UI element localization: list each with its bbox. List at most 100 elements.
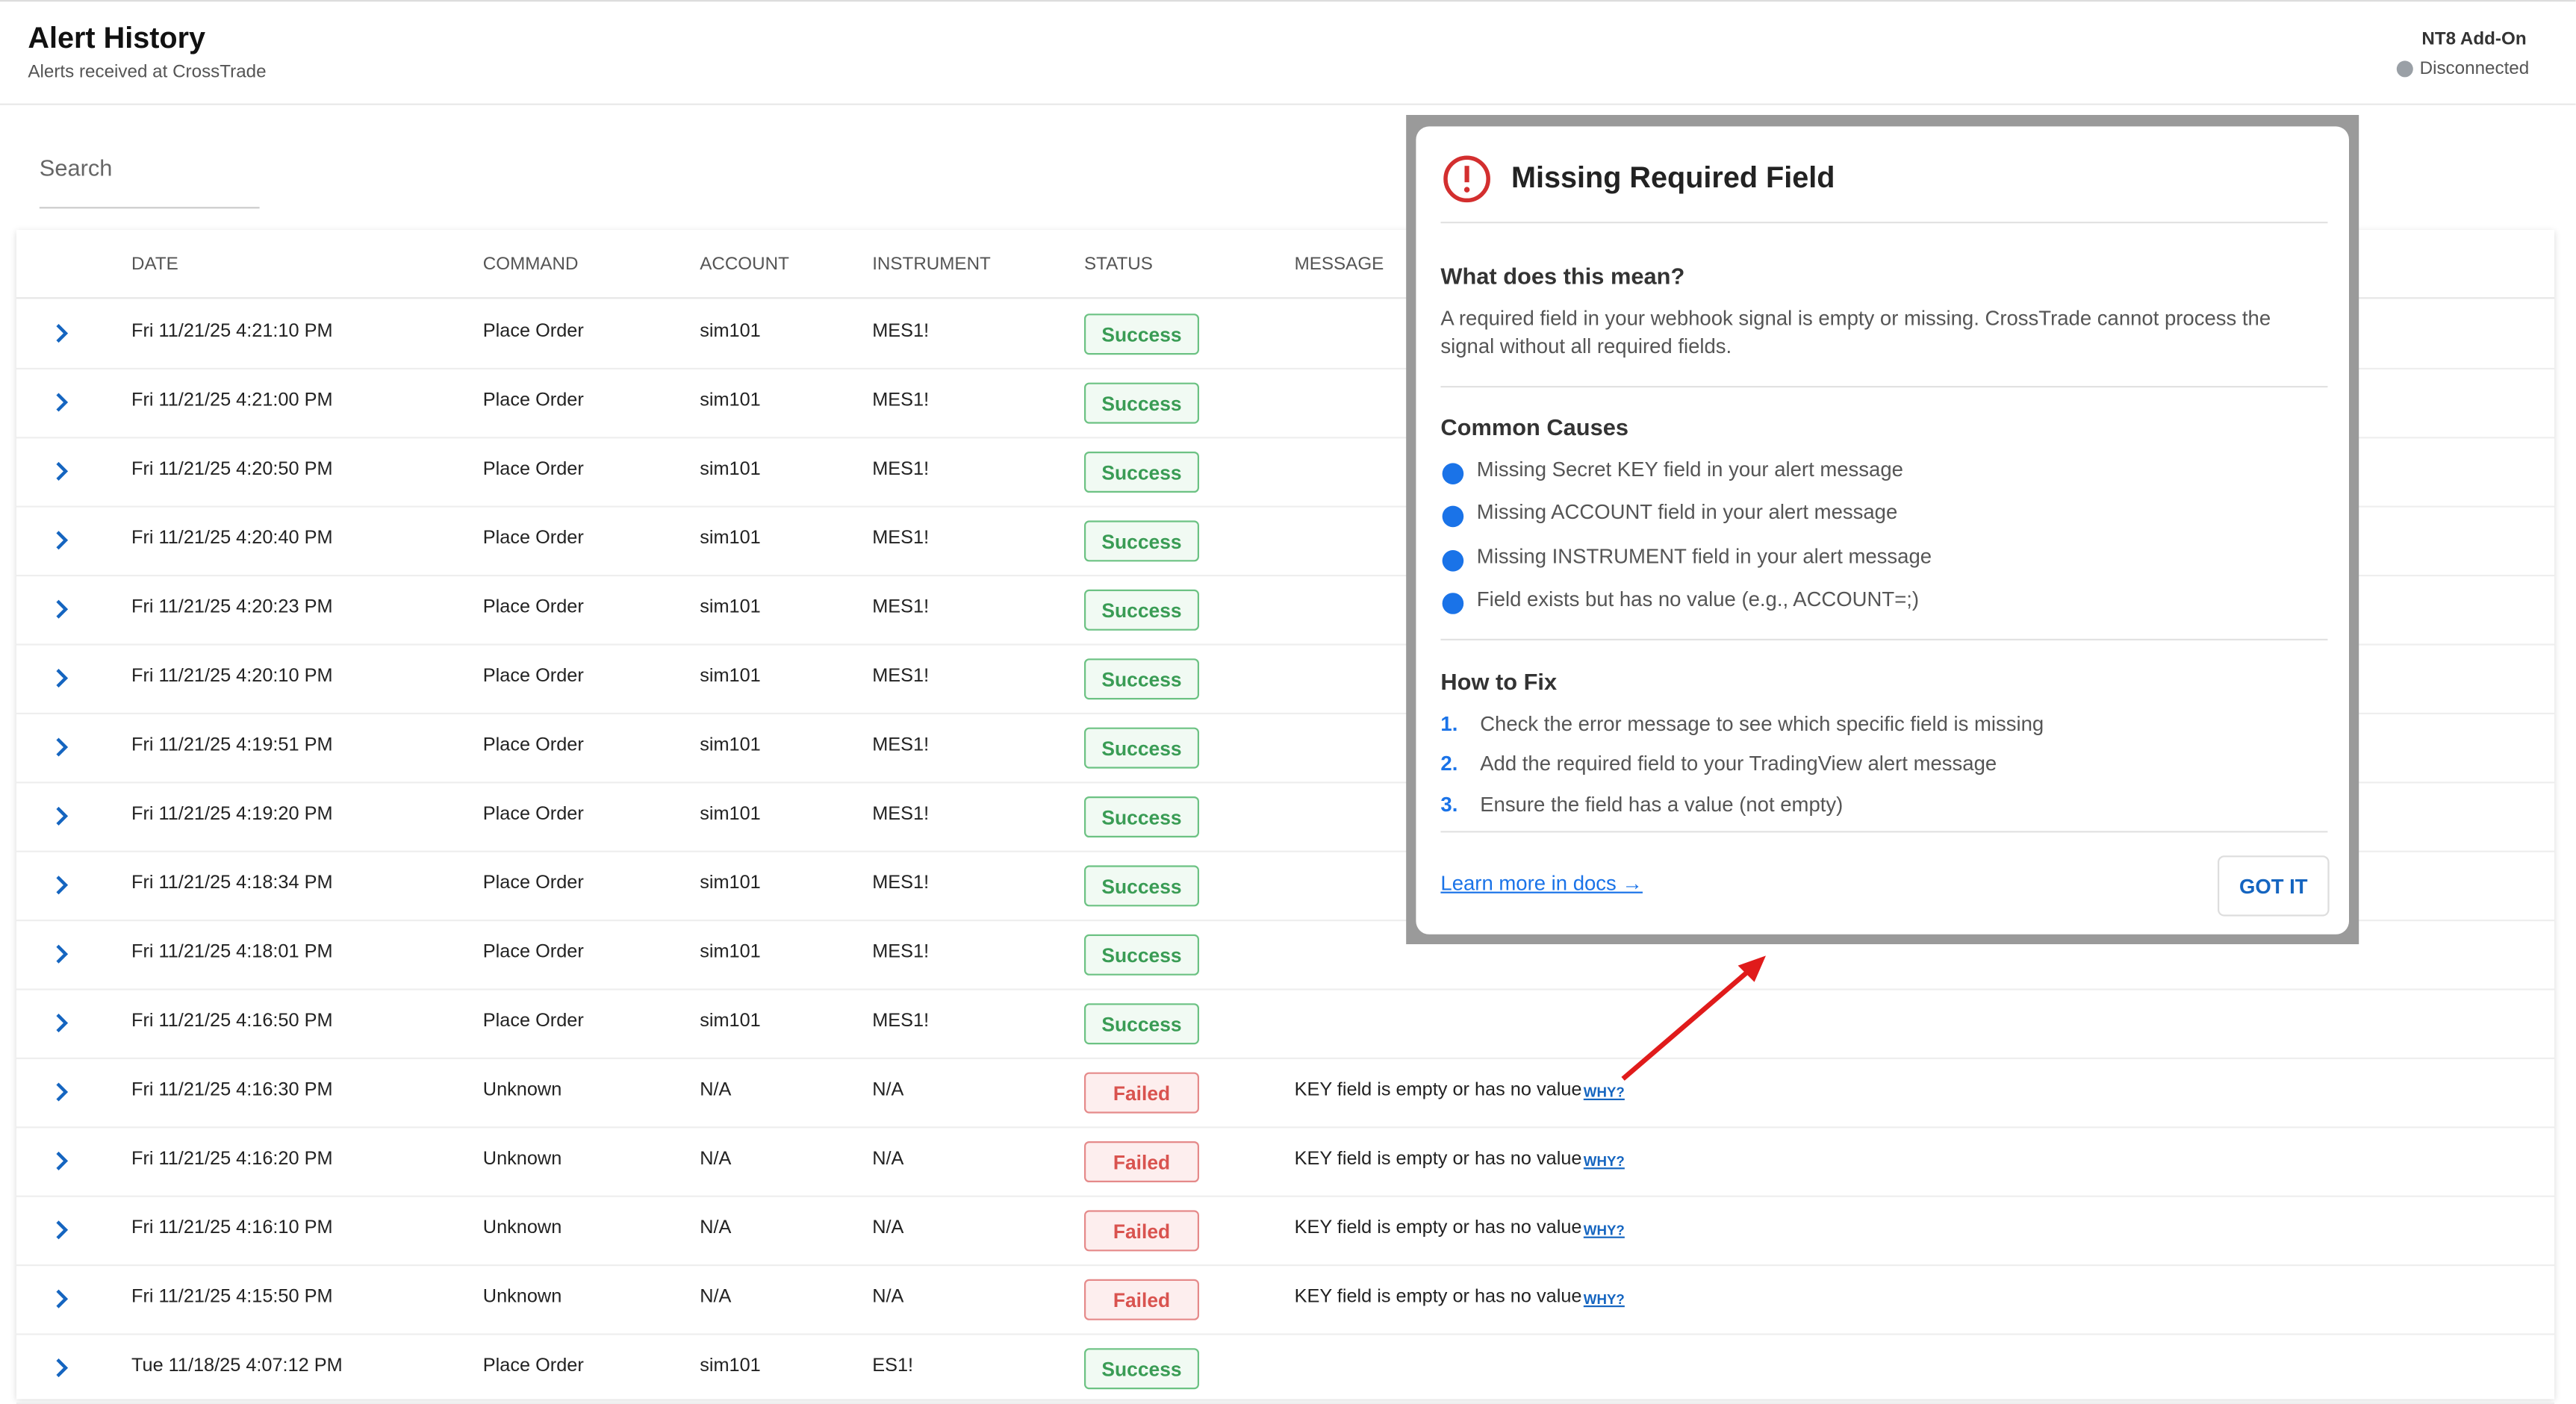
date-cell: Fri 11/21/25 4:20:10 PM — [131, 667, 333, 687]
step-text: Check the error message to see which spe… — [1480, 712, 2044, 736]
status-badge: Success — [1084, 382, 1199, 424]
cause-item: Missing INSTRUMENT field in your alert m… — [1476, 544, 1932, 568]
date-cell: Fri 11/21/25 4:19:51 PM — [131, 735, 333, 755]
expand-chevron[interactable] — [52, 531, 72, 550]
status-badge: Success — [1084, 313, 1199, 355]
account-cell: sim101 — [700, 460, 761, 480]
command-cell: Place Order — [482, 460, 584, 480]
expand-chevron[interactable] — [52, 1289, 72, 1308]
column-header: DATE — [131, 255, 178, 275]
command-cell: Place Order — [482, 322, 584, 342]
instrument-cell: N/A — [872, 1149, 904, 1170]
date-cell: Fri 11/21/25 4:20:23 PM — [131, 597, 333, 618]
message-cell: KEY field is empty or has no value — [1294, 1287, 1582, 1308]
account-cell: sim101 — [700, 667, 761, 687]
expand-chevron[interactable] — [52, 1013, 72, 1033]
cause-item: Field exists but has no value (e.g., ACC… — [1476, 587, 1920, 611]
table-row: Fri 11/21/25 4:20:50 PM Place Order sim101… — [16, 437, 2554, 508]
date-cell: Fri 11/21/25 4:18:34 PM — [131, 873, 333, 893]
table-row: Fri 11/21/25 4:21:00 PM Place Order sim101… — [16, 368, 2554, 439]
message-cell: KEY field is empty or has no value — [1294, 1149, 1582, 1170]
table-row: Fri 11/21/25 4:20:10 PM Place Order sim101… — [16, 643, 2554, 714]
instrument-cell: MES1! — [872, 597, 930, 618]
expand-chevron[interactable] — [52, 323, 72, 343]
docs-link[interactable]: Learn more in docs → — [1440, 872, 1643, 895]
command-cell: Place Order — [482, 805, 584, 825]
expand-chevron[interactable] — [52, 599, 72, 619]
expand-chevron[interactable] — [52, 876, 72, 895]
expand-chevron[interactable] — [52, 461, 72, 481]
section-heading: How to Fix — [1440, 668, 1558, 695]
column-header: MESSAGE — [1294, 255, 1384, 275]
expand-chevron[interactable] — [52, 1082, 72, 1102]
expand-chevron[interactable] — [52, 737, 72, 757]
command-cell: Place Order — [482, 1356, 584, 1376]
command-cell: Place Order — [482, 667, 584, 687]
status-badge: Success — [1084, 589, 1199, 631]
divider — [1440, 222, 2328, 224]
table-row: Fri 11/21/25 4:18:01 PM Place Order sim101… — [16, 920, 2554, 990]
expand-chevron[interactable] — [52, 393, 72, 412]
instrument-cell: N/A — [872, 1080, 904, 1100]
status-badge: Success — [1084, 1003, 1199, 1045]
account-cell: N/A — [700, 1149, 732, 1170]
instrument-cell: MES1! — [872, 460, 930, 480]
page-subtitle: Alerts received at CrossTrade — [28, 62, 267, 82]
header-divider — [16, 297, 2554, 299]
instrument-cell: MES1! — [872, 322, 930, 342]
account-cell: sim101 — [700, 528, 761, 549]
status-badge: Success — [1084, 796, 1199, 837]
status-badge: Success — [1084, 727, 1199, 769]
modal-title: Missing Required Field — [1511, 160, 1835, 194]
why-link[interactable]: WHY? — [1583, 1152, 1625, 1170]
table-row: Fri 11/21/25 4:18:34 PM Place Order sim101… — [16, 851, 2554, 922]
account-cell: sim101 — [700, 805, 761, 825]
date-cell: Fri 11/21/25 4:16:50 PM — [131, 1011, 333, 1032]
date-cell: Fri 11/21/25 4:18:01 PM — [131, 942, 333, 963]
divider — [1440, 638, 2328, 640]
got-it-button[interactable]: GOT IT — [2218, 855, 2330, 917]
expand-chevron[interactable] — [52, 806, 72, 826]
account-cell: sim101 — [700, 1356, 761, 1376]
date-cell: Fri 11/21/25 4:15:50 PM — [131, 1287, 333, 1308]
date-cell: Fri 11/21/25 4:16:10 PM — [131, 1218, 333, 1238]
status-badge: Success — [1084, 658, 1199, 700]
date-cell: Fri 11/21/25 4:20:40 PM — [131, 528, 333, 549]
status-dot — [2396, 60, 2413, 78]
search-input[interactable]: Search — [39, 155, 260, 209]
expand-chevron[interactable] — [52, 1358, 72, 1378]
step-number: 1. — [1440, 712, 1458, 736]
command-cell: Unknown — [482, 1287, 562, 1308]
expand-chevron[interactable] — [52, 1151, 72, 1170]
status-badge: Failed — [1084, 1210, 1199, 1252]
account-cell: N/A — [700, 1080, 732, 1100]
command-cell: Place Order — [482, 942, 584, 963]
instrument-cell: MES1! — [872, 528, 930, 549]
connection-status: Disconnected — [2419, 59, 2530, 79]
why-link[interactable]: WHY? — [1583, 1084, 1625, 1100]
table-row: Fri 11/21/25 4:16:30 PM Unknown N/A N/A Fail… — [16, 1058, 2554, 1129]
column-header: STATUS — [1084, 255, 1153, 275]
date-cell: Fri 11/21/25 4:21:00 PM — [131, 390, 333, 411]
section-heading: What does this mean? — [1440, 263, 1685, 290]
why-link[interactable]: WHY? — [1583, 1221, 1625, 1238]
date-cell: Fri 11/21/25 4:16:20 PM — [131, 1149, 333, 1170]
date-cell: Fri 11/21/25 4:19:20 PM — [131, 805, 333, 825]
account-cell: N/A — [700, 1218, 732, 1238]
expand-chevron[interactable] — [52, 668, 72, 688]
status-badge: Success — [1084, 865, 1199, 907]
why-link[interactable]: WHY? — [1583, 1291, 1625, 1308]
table-row: Fri 11/21/25 4:19:51 PM Place Order sim101… — [16, 713, 2554, 784]
modal: Missing Required Field What does this me… — [1416, 126, 2349, 935]
cause-item: Missing ACCOUNT field in your alert mess… — [1476, 501, 1898, 525]
instrument-cell: ES1! — [872, 1356, 914, 1376]
expand-chevron[interactable] — [52, 944, 72, 964]
page-title: Alert History — [28, 21, 206, 54]
step-text: Add the required field to your TradingVi… — [1480, 752, 1997, 776]
expand-chevron[interactable] — [52, 1220, 72, 1240]
section-heading: Common Causes — [1440, 414, 1628, 440]
account-cell: sim101 — [700, 1011, 761, 1032]
column-header: ACCOUNT — [700, 255, 789, 275]
top-border — [0, 0, 2576, 2]
instrument-cell: MES1! — [872, 390, 930, 411]
